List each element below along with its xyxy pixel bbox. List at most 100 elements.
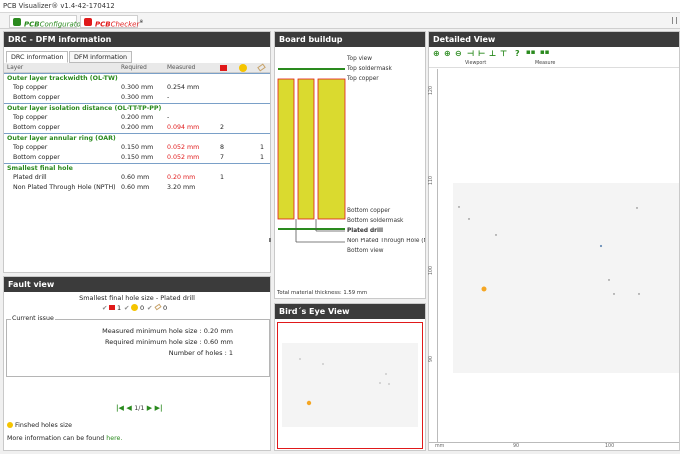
more-info-link[interactable]: here. — [106, 435, 123, 442]
board-outline — [453, 183, 679, 373]
checker-name: Checker — [110, 20, 140, 29]
drc-cell-layer: Top copper — [13, 144, 48, 151]
drc-cell-error-count: 7 — [220, 154, 225, 161]
detailed-canvas[interactable] — [439, 69, 679, 442]
drc-group-header[interactable]: Outer layer isolation distance (OL-TT-TP… — [4, 103, 270, 113]
tip-text: Finshed holes size — [15, 422, 73, 429]
tip-row: Finshed holes size — [7, 422, 72, 429]
drc-group-header[interactable]: Outer layer annular ring (OAR) — [4, 133, 270, 143]
app-tab-bar: PCBConfigurator® PCBChecker® — [0, 13, 680, 29]
more-info-row: More information can be found here. — [7, 435, 122, 442]
prev-page-icon[interactable]: ◀ — [126, 404, 132, 412]
warning-icon — [239, 64, 247, 72]
drc-cell-measured: - — [167, 94, 170, 101]
more-info-text: More information can be found — [7, 435, 107, 442]
board-outline — [282, 343, 418, 427]
tab-dfm-information[interactable]: DFM information — [69, 51, 133, 63]
page-indicator: 1/1 — [134, 405, 145, 412]
hole — [299, 358, 301, 360]
y-tick-label: 110 — [429, 176, 434, 186]
detailed-toolbar: ⊕ ⊕ ⊖ ⊣ ⊢ ⊥ ⊤ ? ▪▪ ▪▪ Viewport Measure — [429, 47, 679, 68]
zoom-in-icon[interactable]: ⊕ — [444, 49, 451, 58]
required-min-hole: Required minimum hole size : 0.60 mm — [104, 338, 233, 346]
drc-table-row[interactable]: Bottom copper 0.300 mm - — [4, 93, 270, 103]
pan-up-icon[interactable]: ⊥ — [489, 49, 497, 58]
zoom-out-icon[interactable]: ⊖ — [455, 49, 462, 58]
checker-logo-icon — [84, 18, 92, 26]
pager: |◀ ◀ 1/1 ▶ ▶| — [116, 404, 163, 412]
drc-cell-info-count: 1 — [260, 144, 265, 151]
detailed-view-title: Detailed View — [429, 32, 679, 47]
tab-pcb-configurator[interactable]: PCBConfigurator® — [9, 15, 88, 28]
drc-table-row[interactable]: Plated drill 0.60 mm 0.20 mm 1 — [4, 173, 270, 183]
drc-cell-measured: 0.052 mm — [167, 154, 200, 161]
drc-group-header[interactable]: Smallest final hole — [4, 163, 270, 173]
info-tool-icon — [154, 303, 162, 311]
detailed-view-panel: Detailed View ⊕ ⊕ ⊖ ⊣ ⊢ ⊥ ⊤ ? ▪▪ ▪▪ View… — [428, 31, 680, 451]
drc-group-header[interactable]: Outer layer trackwidth (OL-TW) — [4, 73, 270, 83]
zoom-fit-icon[interactable]: ⊕ — [433, 49, 440, 58]
drc-cell-measured: 0.254 mm — [167, 84, 200, 91]
drc-cell-measured: 3.20 mm — [167, 184, 196, 191]
drc-cell-error-count: 1 — [220, 174, 225, 181]
label-bottom-view: Bottom view — [347, 248, 384, 254]
pan-left-icon[interactable]: ⊣ — [467, 49, 475, 58]
measure-distance-icon[interactable]: ▪▪ — [540, 48, 550, 56]
label-top-soldermask: Top soldermask — [347, 66, 392, 72]
current-issue-box: Current issue Measured minimum hole size… — [6, 315, 270, 377]
fault-view-title: Fault view — [4, 277, 270, 292]
fault-hole — [306, 400, 312, 406]
horizontal-ruler: mm 90 100 — [429, 442, 679, 450]
birds-eye-viewport[interactable] — [277, 322, 423, 449]
hole — [322, 363, 324, 365]
label-bottom-soldermask: Bottom soldermask — [347, 218, 404, 224]
drc-cell-layer: Bottom copper — [13, 124, 60, 131]
measure-point-icon[interactable]: ▪▪ — [526, 48, 536, 56]
pan-right-icon[interactable]: ⊢ — [478, 49, 486, 58]
next-page-icon[interactable]: ▶ — [146, 404, 153, 412]
label-plated-drill: Plated drill — [347, 228, 383, 234]
error-flag-icon — [220, 65, 227, 71]
hole — [636, 207, 638, 209]
drc-table: Layer Required Measured Outer layer trac… — [4, 63, 270, 193]
label-npth: Non Plated Through Hole (NPTH) — [347, 238, 425, 244]
drc-cell-error-count: 2 — [220, 124, 225, 131]
tab-pcb-checker[interactable]: PCBChecker® — [80, 15, 143, 29]
drc-cell-layer: Plated drill — [13, 174, 47, 181]
drc-cell-error-count: 8 — [220, 144, 225, 151]
first-page-icon[interactable]: |◀ — [116, 404, 124, 412]
drc-table-row[interactable]: Top copper 0.300 mm 0.254 mm — [4, 83, 270, 93]
material-thickness: Total material thickness: 1.59 mm — [277, 290, 368, 296]
pan-down-icon[interactable]: ⊤ — [500, 49, 508, 58]
current-issue-legend: Current issue — [11, 315, 55, 322]
drc-table-row[interactable]: Top copper 0.150 mm 0.052 mm 8 1 — [4, 143, 270, 153]
check-icon[interactable]: ✔ — [102, 304, 108, 312]
drc-cell-required: 0.150 mm — [121, 144, 154, 151]
birds-eye-title: Bird´s Eye View — [275, 304, 425, 319]
check-icon[interactable]: ✔ — [147, 304, 153, 312]
drc-cell-required: 0.150 mm — [121, 154, 154, 161]
drc-cell-layer: Top copper — [13, 114, 48, 121]
toolbar-group-measure: Measure — [535, 61, 556, 66]
drc-cell-measured: 0.094 mm — [167, 124, 200, 131]
drc-cell-measured: 0.20 mm — [167, 174, 196, 181]
x-tick-label: 90 — [513, 444, 520, 449]
hole — [638, 293, 640, 295]
panel-toggle-icon[interactable] — [672, 17, 677, 24]
help-icon[interactable]: ? — [515, 49, 520, 58]
lightbulb-icon — [7, 422, 13, 428]
configurator-name: Configurator — [39, 20, 84, 29]
label-top-copper: Top copper — [347, 76, 379, 82]
drc-table-row[interactable]: Bottom copper 0.150 mm 0.052 mm 7 1 — [4, 153, 270, 163]
check-icon[interactable]: ✔ — [124, 304, 130, 312]
tab-drc-information[interactable]: DRC information — [6, 51, 69, 63]
toolbar-group-viewport: Viewport — [465, 61, 487, 66]
drc-cell-required: 0.300 mm — [121, 94, 154, 101]
drc-table-row[interactable]: Bottom copper 0.200 mm 0.094 mm 2 — [4, 123, 270, 133]
hole — [468, 218, 470, 220]
splitter-handle[interactable] — [269, 238, 271, 242]
drc-table-row[interactable]: Non Plated Through Hole (NPTH) 0.60 mm 3.2… — [4, 183, 270, 193]
drc-table-row[interactable]: Top copper 0.200 mm - — [4, 113, 270, 123]
col-layer: Layer — [7, 65, 24, 71]
last-page-icon[interactable]: ▶| — [154, 404, 163, 412]
